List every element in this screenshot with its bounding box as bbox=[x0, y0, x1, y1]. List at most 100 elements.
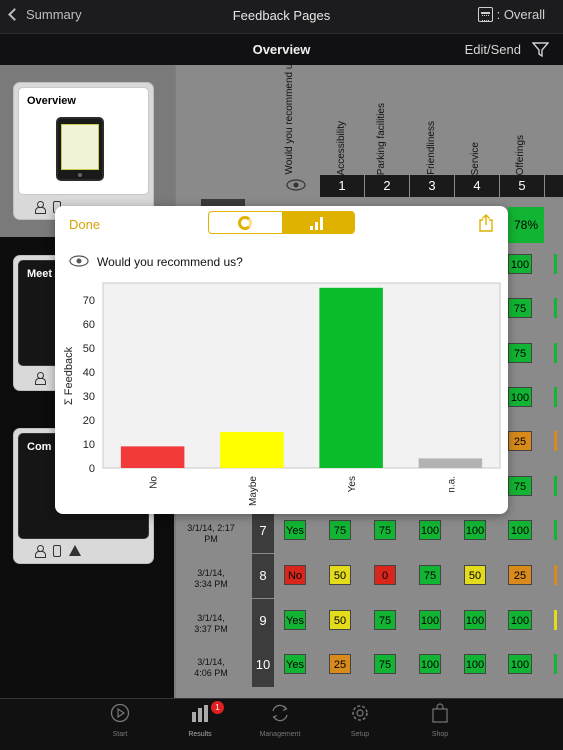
column-header-recommend: Would you recommend us? bbox=[284, 53, 295, 175]
done-button[interactable]: Done bbox=[69, 217, 101, 232]
column-header-offerings: Offerings bbox=[515, 134, 526, 175]
row-number: 9 bbox=[252, 599, 274, 643]
accessibility-cell[interactable]: 50 bbox=[329, 565, 351, 585]
filter-icon[interactable] bbox=[532, 42, 549, 57]
bar-na[interactable] bbox=[418, 458, 483, 468]
tab-results[interactable]: 1 Results bbox=[160, 701, 240, 738]
parking-cell[interactable]: 75 bbox=[374, 520, 396, 540]
sidebar-card-overview[interactable]: Overview bbox=[13, 82, 154, 220]
column-header-service: Service bbox=[470, 141, 481, 175]
row-date: 3/1/14, 2:17 PM bbox=[187, 523, 235, 544]
period-selector[interactable]: : Overall bbox=[477, 7, 545, 22]
tab-label: Shop bbox=[431, 731, 449, 738]
navigation-bar: Summary Feedback Pages : Overall bbox=[0, 0, 563, 33]
row-date: 3/1/14, 3:34 PM bbox=[194, 568, 228, 589]
edge-indicator bbox=[554, 476, 557, 496]
sidebar: Overview Meet Com bbox=[0, 65, 174, 698]
offerings-cell[interactable]: 100 bbox=[508, 520, 532, 540]
x-tick-label: Maybe bbox=[248, 476, 259, 506]
service-cell[interactable]: 50 bbox=[464, 565, 486, 585]
share-icon[interactable] bbox=[478, 214, 494, 232]
service-cell[interactable]: 100 bbox=[464, 520, 486, 540]
y-tick-label: 60 bbox=[83, 319, 95, 331]
offerings-cell[interactable]: 75 bbox=[508, 343, 532, 363]
phone-icon bbox=[53, 545, 61, 557]
accessibility-cell[interactable]: 25 bbox=[329, 654, 351, 674]
sync-icon bbox=[272, 704, 288, 722]
service-cell[interactable]: 100 bbox=[464, 654, 486, 674]
edge-indicator bbox=[554, 343, 557, 363]
page-title: Feedback Pages bbox=[232, 8, 331, 23]
bar-chart-segment[interactable] bbox=[281, 212, 354, 233]
tab-setup[interactable]: Setup bbox=[320, 703, 400, 738]
tab-start[interactable]: Start bbox=[80, 703, 160, 738]
tab-shop[interactable]: Shop bbox=[400, 703, 480, 738]
offerings-cell[interactable]: 100 bbox=[508, 654, 532, 674]
tablet-thumbnail bbox=[56, 117, 104, 181]
person-icon bbox=[34, 201, 46, 214]
row-header-bar bbox=[201, 199, 245, 207]
plot-area bbox=[102, 282, 501, 469]
parking-cell[interactable]: 75 bbox=[374, 654, 396, 674]
edge-indicator bbox=[554, 298, 557, 318]
results-bars-icon bbox=[192, 705, 208, 722]
row-date: 3/1/14, 4:06 PM bbox=[194, 657, 228, 678]
offerings-cell[interactable]: 75 bbox=[508, 298, 532, 318]
column-number-5: 5 bbox=[500, 175, 544, 197]
offerings-cell[interactable]: 100 bbox=[508, 254, 532, 274]
tab-label: Setup bbox=[350, 731, 370, 738]
edge-indicator bbox=[554, 565, 557, 585]
parking-cell[interactable]: 75 bbox=[374, 610, 396, 630]
notification-badge: 1 bbox=[211, 701, 224, 714]
recommend-cell[interactable]: No bbox=[284, 565, 306, 585]
tab-label: Results bbox=[188, 731, 212, 738]
card-icons bbox=[34, 545, 81, 558]
section-title: Overview bbox=[252, 42, 311, 57]
column-number-1: 1 bbox=[320, 175, 364, 197]
x-tick-label: n.a. bbox=[446, 476, 457, 493]
service-cell[interactable]: 100 bbox=[464, 610, 486, 630]
recommend-cell[interactable]: Yes bbox=[284, 520, 306, 540]
back-button[interactable]: Summary bbox=[6, 7, 82, 22]
card-title: Meet bbox=[27, 268, 53, 280]
period-label: : Overall bbox=[496, 7, 545, 22]
friendliness-cell[interactable]: 100 bbox=[419, 520, 441, 540]
offerings-cell[interactable]: 100 bbox=[508, 387, 532, 407]
friendliness-cell[interactable]: 100 bbox=[419, 654, 441, 674]
bar-no[interactable] bbox=[120, 446, 185, 468]
tab-label: Management bbox=[259, 731, 301, 738]
offerings-cell[interactable]: 25 bbox=[508, 431, 532, 451]
friendliness-cell[interactable]: 75 bbox=[419, 565, 441, 585]
bar-chart-icon bbox=[309, 216, 326, 230]
bar-yes[interactable] bbox=[319, 287, 383, 468]
card-title: Com bbox=[27, 441, 52, 453]
column-number-4: 4 bbox=[455, 175, 499, 197]
offerings-cell[interactable]: 100 bbox=[508, 610, 532, 630]
person-icon bbox=[34, 372, 46, 385]
accessibility-cell[interactable]: 75 bbox=[329, 520, 351, 540]
offerings-cell[interactable]: 25 bbox=[508, 565, 532, 585]
parking-cell[interactable]: 0 bbox=[374, 565, 396, 585]
edge-indicator bbox=[554, 254, 557, 274]
bar-maybe[interactable] bbox=[220, 431, 284, 468]
y-tick-label: 10 bbox=[83, 439, 95, 451]
feedback-bar-chart: Σ Feedback 0 10 20 30 40 50 60 70 No Maybe Yes n.a… bbox=[63, 282, 501, 506]
y-tick-label: 50 bbox=[83, 343, 95, 355]
row-number: 8 bbox=[252, 554, 274, 598]
accessibility-cell[interactable]: 50 bbox=[329, 610, 351, 630]
chart-question: Would you recommend us? bbox=[97, 255, 243, 269]
edit-send-button[interactable]: Edit/Send bbox=[464, 42, 521, 57]
tab-management[interactable]: Management bbox=[240, 703, 320, 738]
y-tick-label: 70 bbox=[83, 295, 95, 307]
chart-type-segmented-control bbox=[208, 211, 355, 234]
x-tick-label: No bbox=[149, 476, 160, 489]
pie-chart-segment[interactable] bbox=[209, 212, 282, 233]
offerings-cell[interactable]: 75 bbox=[508, 476, 532, 496]
column-number-extra bbox=[545, 175, 563, 197]
recommend-cell[interactable]: Yes bbox=[284, 610, 306, 630]
y-tick-label: 20 bbox=[83, 415, 95, 427]
y-tick-label: 30 bbox=[83, 391, 95, 403]
recommend-cell[interactable]: Yes bbox=[284, 654, 306, 674]
friendliness-cell[interactable]: 100 bbox=[419, 610, 441, 630]
card-title: Overview bbox=[27, 95, 76, 107]
